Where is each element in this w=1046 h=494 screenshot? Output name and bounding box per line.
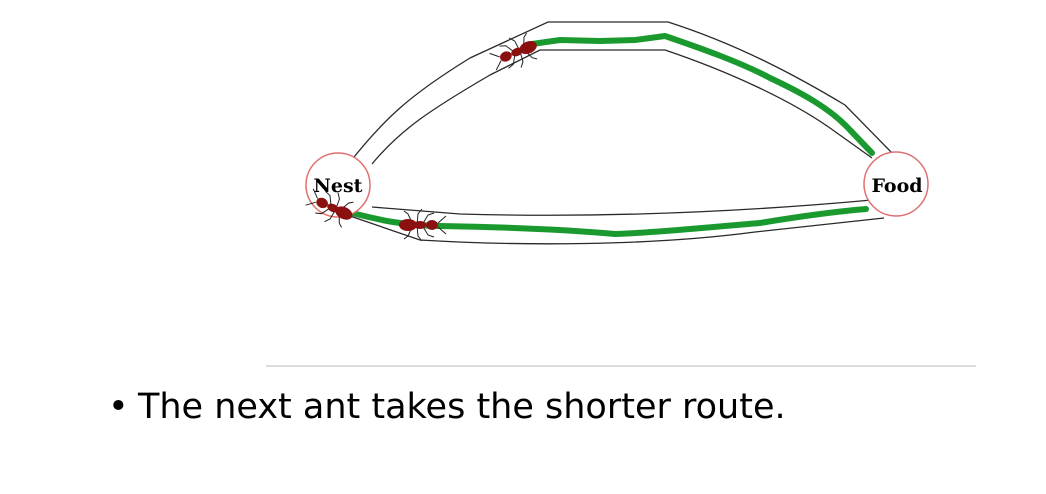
ant-upper-route-icon	[489, 32, 538, 71]
lower-route-upper-wall	[371, 199, 873, 216]
lower-route-lower-wall	[349, 215, 885, 245]
ant-lower-route-icon	[399, 208, 447, 242]
section-divider	[266, 365, 976, 367]
caption-text: The next ant takes the shorter route.	[138, 387, 786, 427]
upper-route-outer-wall	[349, 21, 894, 163]
caption-bullet-item: • The next ant takes the shorter route.	[108, 384, 786, 430]
ant-at-nest-icon	[305, 188, 354, 228]
food-node: Food	[863, 151, 929, 217]
food-label: Food	[871, 175, 922, 197]
upper-route-inner-wall	[371, 49, 873, 165]
upper-pheromone-trail	[529, 33, 875, 156]
bullet-icon: •	[108, 387, 129, 427]
